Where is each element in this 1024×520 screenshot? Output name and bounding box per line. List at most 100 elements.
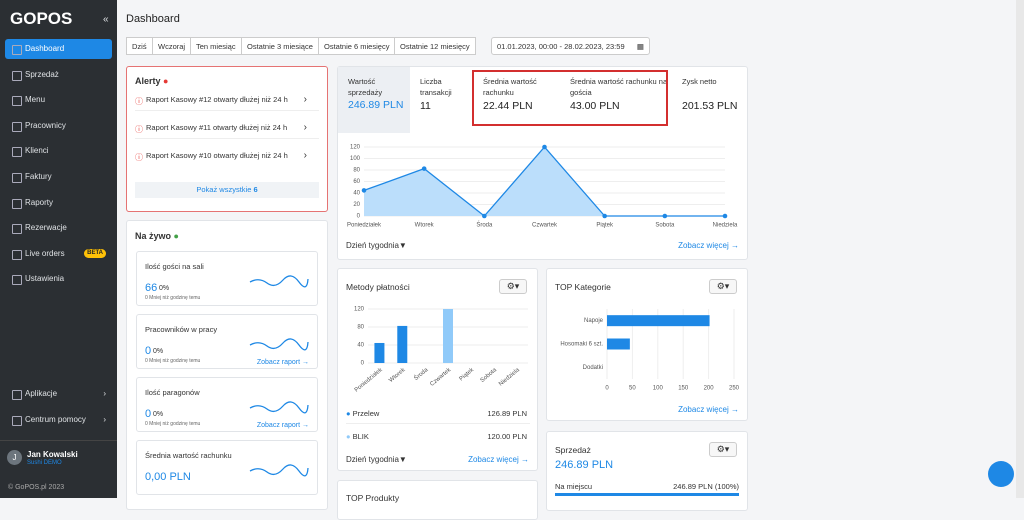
x-tick-label: Sobota xyxy=(480,367,499,384)
filter-button[interactable]: Ostatnie 3 miesiące xyxy=(241,37,319,55)
bar xyxy=(374,342,385,363)
row-label: Na miejscu xyxy=(555,482,593,491)
sidebar: GOPOS « Dashboard Sprzedaż Menu Pracownicy K… xyxy=(0,0,117,498)
chat-button[interactable] xyxy=(988,461,1014,487)
kpi-value: 22.44 PLN xyxy=(483,100,533,112)
products-card: TOP Produkty xyxy=(337,480,538,520)
filter-button[interactable]: Ten miesiąc xyxy=(190,37,242,55)
x-tick-label: 250 xyxy=(729,386,740,392)
alert-text[interactable]: Raport Kasowy #11 otwarty dłużej niż 24 … xyxy=(146,123,288,132)
kpi-tab[interactable]: Liczba transakcji 11 xyxy=(410,67,473,133)
nav-label: Menu xyxy=(25,95,46,105)
legend-label: Przelew xyxy=(352,409,380,418)
date-text: 01.01.2023, 00:00 - 28.02.2023, 23:59 xyxy=(497,42,625,51)
payments-card: Metody płatności ⚙▾ 0 40 80 120 Poniedziałek… xyxy=(337,268,538,471)
tile-percent: 0% xyxy=(153,348,164,355)
point xyxy=(482,213,487,219)
settings[interactable]: ⚙▾ xyxy=(499,279,527,294)
nav-item[interactable]: Menu xyxy=(5,90,112,110)
kpi-tab[interactable]: Zysk netto 201.53 PLN xyxy=(672,67,747,133)
legend-swatch: ● xyxy=(346,409,353,418)
settings[interactable]: ⚙▾ xyxy=(709,442,737,457)
nav-item[interactable]: Centrum pomocy › xyxy=(5,410,112,430)
settings[interactable]: ⚙▾ xyxy=(709,279,737,294)
legend-value: 120.00 PLN xyxy=(487,432,527,441)
tile-note: 0 Mniej niż godzinę temu xyxy=(145,421,201,427)
point xyxy=(662,213,668,219)
date-range[interactable]: 01.01.2023, 00:00 - 28.02.2023, 23:59 ▦ xyxy=(491,37,650,55)
y-tick-label: 120 xyxy=(354,307,365,313)
bar xyxy=(607,315,710,327)
tile-title: Pracowników w pracy xyxy=(145,325,218,334)
kpi-tab[interactable]: Wartość sprzedaży 246.89 PLN xyxy=(338,67,410,133)
nav-item[interactable]: Sprzedaż xyxy=(5,65,112,85)
x-tick-label: Sobota xyxy=(655,223,675,229)
nav-item[interactable]: Pracownicy xyxy=(5,116,112,136)
nav-item[interactable]: Raporty xyxy=(5,193,112,213)
row-value: 246.89 PLN (100%) xyxy=(673,482,739,491)
tile-link[interactable]: Zobacz raport → xyxy=(256,422,309,429)
nav-item[interactable]: Klienci xyxy=(5,141,112,161)
x-tick-label: Czwartek xyxy=(429,367,453,388)
tile-percent: 0% xyxy=(159,285,170,292)
filter-button[interactable]: Wczoraj xyxy=(152,37,192,55)
progress xyxy=(555,493,739,496)
tile-link[interactable]: Zobacz raport → xyxy=(256,359,309,366)
show-all[interactable]: Pokaż wszystkie 6 xyxy=(135,182,319,198)
nav-item[interactable]: Aplikacje › xyxy=(5,384,112,404)
x-tick-label: Niedziela xyxy=(713,223,738,229)
nav-label: Live orders xyxy=(25,248,65,258)
sparkline xyxy=(249,401,309,414)
point xyxy=(421,166,427,171)
highlight xyxy=(472,70,668,126)
point xyxy=(361,188,367,193)
live-card: Na żywo ● Ilość gości na sali 66 0% 0 Mniej… xyxy=(126,220,328,510)
x-tick-label: Poniedziałek xyxy=(354,367,385,394)
kpi-label: Liczba transakcji xyxy=(420,77,452,97)
text: Dzień tygodnia xyxy=(346,241,399,250)
count: 6 xyxy=(253,185,258,194)
nav-item[interactable]: Rezerwacje xyxy=(5,218,112,238)
x-tick-label: 200 xyxy=(704,386,715,392)
kpi-tab[interactable]: Średnia wartość rachunku na gościa 43.00 … xyxy=(560,67,672,133)
tile-value: 0 xyxy=(145,345,152,357)
link[interactable]: Zobacz więcej → xyxy=(678,405,739,414)
x-tick-label: Wtorek xyxy=(415,223,435,229)
nav-item[interactable]: Ustawienia xyxy=(5,269,112,289)
avatar: J xyxy=(7,450,22,465)
kpi-tab[interactable]: Średnia wartość rachunku 22.44 PLN xyxy=(473,67,560,133)
sparkline xyxy=(249,464,309,477)
nav-item[interactable]: Dashboard xyxy=(5,39,112,59)
point xyxy=(602,213,607,219)
kpi-label: Średnia wartość rachunku na gościa xyxy=(570,77,668,97)
scrollbar[interactable] xyxy=(1016,0,1024,498)
y-tick-label: 60 xyxy=(353,179,360,185)
x-tick-label: 0 xyxy=(605,386,609,392)
nav-item[interactable]: Faktury xyxy=(5,167,112,187)
tile-note: 0 Mniej niż godzinę temu xyxy=(145,358,201,364)
filter-button[interactable]: Ostatnie 12 miesięcy xyxy=(394,37,476,55)
dropdown[interactable]: Dzień tygodnia▼ xyxy=(346,455,407,464)
tile-value: 0,00 PLN xyxy=(145,471,191,483)
x-tick-label: Poniedziałek xyxy=(347,223,382,229)
dropdown[interactable]: Dzień tygodnia▼ xyxy=(346,241,407,250)
nav-label: Pracownicy xyxy=(25,120,66,130)
link[interactable]: Zobacz więcej → xyxy=(678,241,739,250)
text: Alerty xyxy=(135,76,161,86)
divider xyxy=(135,110,319,111)
alert-text[interactable]: Raport Kasowy #10 otwarty dłużej niż 24 … xyxy=(146,151,288,160)
nav-item[interactable]: Live orders BETA xyxy=(5,244,112,264)
collapse[interactable]: « xyxy=(103,14,109,25)
alert-text[interactable]: Raport Kasowy #12 otwarty dłużej niż 24 … xyxy=(146,95,288,104)
link[interactable]: Zobacz więcej → xyxy=(468,455,529,464)
nav-label: Rezerwacje xyxy=(25,223,67,233)
legend-item: ● BLIK xyxy=(346,432,369,441)
sparkline xyxy=(249,338,309,351)
filter-button[interactable]: Dziś xyxy=(126,37,153,55)
filter-button[interactable]: Ostatnie 6 miesięcy xyxy=(318,37,396,55)
kpi-value: 246.89 PLN xyxy=(348,99,404,111)
kpi-value: 11 xyxy=(420,100,431,112)
x-tick-label: Środa xyxy=(412,365,430,382)
tile-title: Ilość paragonów xyxy=(145,388,200,397)
